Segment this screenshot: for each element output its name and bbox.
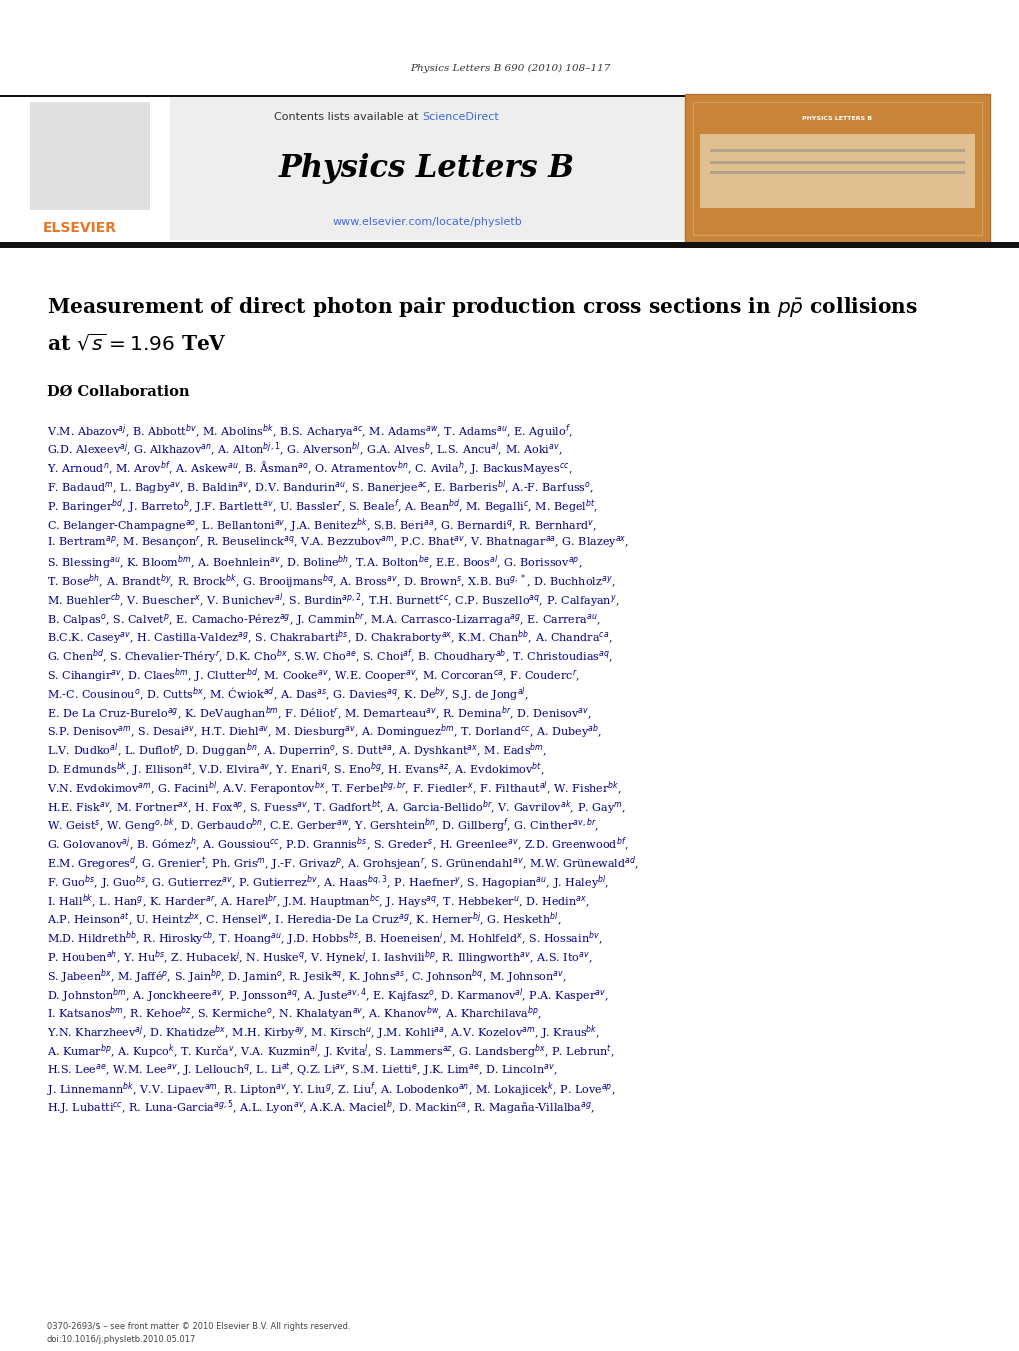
Text: P. Baringer$^{bd}$, J. Barreto$^{b}$, J.F. Bartlett$^{av}$, U. Bassler$^{r}$, S.: P. Baringer$^{bd}$, J. Barreto$^{b}$, J.…: [47, 497, 598, 516]
Text: Y. Arnoud$^{n}$, M. Arov$^{bf}$, A. Askew$^{au}$, B. Åsman$^{ao}$, O. Atramentov: Y. Arnoud$^{n}$, M. Arov$^{bf}$, A. Aske…: [47, 459, 572, 477]
Text: M.-C. Cousinou$^{o}$, D. Cutts$^{bx}$, M. Ćwiok$^{ad}$, A. Das$^{as}$, G. Davies: M.-C. Cousinou$^{o}$, D. Cutts$^{bx}$, M…: [47, 685, 528, 703]
Text: H.J. Lubatti$^{cc}$, R. Luna-Garcia$^{ag,5}$, A.L. Lyon$^{av}$, A.K.A. Maciel$^{: H.J. Lubatti$^{cc}$, R. Luna-Garcia$^{ag…: [47, 1098, 594, 1117]
Text: www.elsevier.com/locate/physletb: www.elsevier.com/locate/physletb: [332, 218, 522, 227]
Text: A. Kumar$^{bp}$, A. Kupco$^{k}$, T. Kurča$^{v}$, V.A. Kuzmin$^{al}$, J. Kvita$^{: A. Kumar$^{bp}$, A. Kupco$^{k}$, T. Kurč…: [47, 1043, 613, 1061]
Text: S. Blessing$^{au}$, K. Bloom$^{bm}$, A. Boehnlein$^{av}$, D. Boline$^{bh}$, T.A.: S. Blessing$^{au}$, K. Bloom$^{bm}$, A. …: [47, 554, 582, 573]
Text: Measurement of direct photon pair production cross sections in $p\bar{p}$ collis: Measurement of direct photon pair produc…: [47, 295, 917, 319]
Bar: [709, 161, 964, 163]
Text: F. Guo$^{bs}$, J. Guo$^{bs}$, G. Gutierrez$^{av}$, P. Gutierrez$^{bv}$, A. Haas$: F. Guo$^{bs}$, J. Guo$^{bs}$, G. Gutierr…: [47, 873, 608, 892]
Text: Y.N. Kharzheev$^{aj}$, D. Khatidze$^{bx}$, M.H. Kirby$^{ay}$, M. Kirsch$^{u}$, J: Y.N. Kharzheev$^{aj}$, D. Khatidze$^{bx}…: [47, 1024, 599, 1042]
Bar: [709, 172, 964, 174]
Text: D. Johnston$^{bm}$, A. Jonckheere$^{av}$, P. Jonsson$^{aq}$, A. Juste$^{av,4}$, : D. Johnston$^{bm}$, A. Jonckheere$^{av}$…: [47, 986, 608, 1005]
Text: Physics Letters B 690 (2010) 108–117: Physics Letters B 690 (2010) 108–117: [410, 63, 609, 73]
Bar: [170, 97, 685, 240]
Text: S. Cihangir$^{av}$, D. Claes$^{bm}$, J. Clutter$^{bd}$, M. Cooke$^{av}$, W.E. Co: S. Cihangir$^{av}$, D. Claes$^{bm}$, J. …: [47, 666, 580, 685]
Text: I. Hall$^{bk}$, L. Han$^{g}$, K. Harder$^{ar}$, A. Harel$^{br}$, J.M. Hauptman$^: I. Hall$^{bk}$, L. Han$^{g}$, K. Harder$…: [47, 892, 589, 911]
Bar: [30, 101, 150, 209]
Text: DØ Collaboration: DØ Collaboration: [47, 385, 190, 399]
Text: S.P. Denisov$^{am}$, S. Desai$^{av}$, H.T. Diehl$^{av}$, M. Diesburg$^{av}$, A. : S.P. Denisov$^{am}$, S. Desai$^{av}$, H.…: [47, 723, 601, 742]
Bar: [699, 134, 974, 208]
Bar: [0, 242, 1019, 249]
Text: L.V. Dudko$^{al}$, L. Duflot$^{p}$, D. Duggan$^{bn}$, A. Duperrin$^{o}$, S. Dutt: L.V. Dudko$^{al}$, L. Duflot$^{p}$, D. D…: [47, 742, 546, 761]
Text: V.M. Abazov$^{aj}$, B. Abbott$^{bv}$, M. Abolins$^{bk}$, B.S. Acharya$^{ac}$, M.: V.M. Abazov$^{aj}$, B. Abbott$^{bv}$, M.…: [47, 422, 572, 440]
Bar: [709, 149, 964, 153]
Text: 0370-2693/$ – see front matter © 2010 Elsevier B.V. All rights reserved.: 0370-2693/$ – see front matter © 2010 El…: [47, 1323, 351, 1331]
Text: V.N. Evdokimov$^{am}$, G. Facini$^{bl}$, A.V. Ferapontov$^{bx}$, T. Ferbel$^{bg,: V.N. Evdokimov$^{am}$, G. Facini$^{bl}$,…: [47, 780, 622, 798]
Bar: [685, 95, 989, 243]
Text: M. Buehler$^{cb}$, V. Buescher$^{x}$, V. Bunichev$^{al}$, S. Burdin$^{ap,2}$, T.: M. Buehler$^{cb}$, V. Buescher$^{x}$, V.…: [47, 592, 619, 609]
Text: E.M. Gregores$^{d}$, G. Grenier$^{t}$, Ph. Gris$^{m}$, J.-F. Grivaz$^{p}$, A. Gr: E.M. Gregores$^{d}$, G. Grenier$^{t}$, P…: [47, 854, 638, 873]
Text: C. Belanger-Champagne$^{ao}$, L. Bellantoni$^{av}$, J.A. Benitez$^{bk}$, S.B. Be: C. Belanger-Champagne$^{ao}$, L. Bellant…: [47, 516, 596, 535]
Text: M.D. Hildreth$^{bb}$, R. Hirosky$^{cb}$, T. Hoang$^{au}$, J.D. Hobbs$^{bs}$, B. : M.D. Hildreth$^{bb}$, R. Hirosky$^{cb}$,…: [47, 929, 602, 948]
Text: F. Badaud$^{m}$, L. Bagby$^{av}$, B. Baldin$^{av}$, D.V. Bandurin$^{au}$, S. Ban: F. Badaud$^{m}$, L. Bagby$^{av}$, B. Bal…: [47, 478, 593, 497]
Text: B. Calpas$^{o}$, S. Calvet$^{p}$, E. Camacho-Pérez$^{ag}$, J. Cammin$^{br}$, M.A: B. Calpas$^{o}$, S. Calvet$^{p}$, E. Cam…: [47, 611, 600, 628]
Text: Physics Letters B: Physics Letters B: [279, 153, 575, 184]
Text: P. Houben$^{ah}$, Y. Hu$^{bs}$, Z. Hubacek$^{j}$, N. Huske$^{q}$, V. Hynek$^{j}$: P. Houben$^{ah}$, Y. Hu$^{bs}$, Z. Hubac…: [47, 948, 592, 967]
Text: G. Chen$^{bd}$, S. Chevalier-Théry$^{r}$, D.K. Cho$^{bx}$, S.W. Cho$^{ae}$, S. C: G. Chen$^{bd}$, S. Chevalier-Théry$^{r}$…: [47, 647, 612, 666]
Text: A.P. Heinson$^{at}$, U. Heintz$^{bx}$, C. Hensel$^{w}$, I. Heredia-De La Cruz$^{: A.P. Heinson$^{at}$, U. Heintz$^{bx}$, C…: [47, 911, 560, 929]
Text: E. De La Cruz-Burelo$^{ag}$, K. DeVaughan$^{bm}$, F. Déliot$^{r}$, M. Demarteau$: E. De La Cruz-Burelo$^{ag}$, K. DeVaugha…: [47, 704, 591, 723]
Text: B.C.K. Casey$^{av}$, H. Castilla-Valdez$^{ag}$, S. Chakrabarti$^{bs}$, D. Chakra: B.C.K. Casey$^{av}$, H. Castilla-Valdez$…: [47, 628, 612, 647]
Text: J. Linnemann$^{bk}$, V.V. Lipaev$^{am}$, R. Lipton$^{av}$, Y. Liu$^{g}$, Z. Liu$: J. Linnemann$^{bk}$, V.V. Lipaev$^{am}$,…: [47, 1079, 614, 1098]
Bar: [692, 101, 981, 235]
Text: T. Bose$^{bh}$, A. Brandt$^{by}$, R. Brock$^{bk}$, G. Brooijmans$^{bq}$, A. Bros: T. Bose$^{bh}$, A. Brandt$^{by}$, R. Bro…: [47, 573, 614, 590]
Text: G.D. Alexeev$^{aj}$, G. Alkhazov$^{an}$, A. Alton$^{bj,1}$, G. Alverson$^{bl}$, : G.D. Alexeev$^{aj}$, G. Alkhazov$^{an}$,…: [47, 440, 562, 459]
Text: D. Edmunds$^{bk}$, J. Ellison$^{at}$, V.D. Elvira$^{av}$, Y. Enari$^{q}$, S. Eno: D. Edmunds$^{bk}$, J. Ellison$^{at}$, V.…: [47, 761, 544, 780]
Text: G. Golovanov$^{aj}$, B. Gómez$^{h}$, A. Goussiou$^{cc}$, P.D. Grannis$^{bs}$, S.: G. Golovanov$^{aj}$, B. Gómez$^{h}$, A. …: [47, 836, 628, 854]
Text: ELSEVIER: ELSEVIER: [43, 222, 117, 235]
Bar: [0, 95, 685, 100]
Text: doi:10.1016/j.physletb.2010.05.017: doi:10.1016/j.physletb.2010.05.017: [47, 1335, 197, 1344]
Text: S. Jabeen$^{bx}$, M. Jaffé$^{p}$, S. Jain$^{bp}$, D. Jamin$^{o}$, R. Jesik$^{aq}: S. Jabeen$^{bx}$, M. Jaffé$^{p}$, S. Jai…: [47, 967, 567, 986]
Text: I. Katsanos$^{bm}$, R. Kehoe$^{bz}$, S. Kermiche$^{o}$, N. Khalatyan$^{av}$, A. : I. Katsanos$^{bm}$, R. Kehoe$^{bz}$, S. …: [47, 1005, 542, 1024]
Text: H.S. Lee$^{ae}$, W.M. Lee$^{av}$, J. Lellouch$^{q}$, L. Li$^{at}$, Q.Z. Li$^{av}: H.S. Lee$^{ae}$, W.M. Lee$^{av}$, J. Lel…: [47, 1061, 556, 1079]
Text: I. Bertram$^{ap}$, M. Besançon$^{r}$, R. Beuselinck$^{aq}$, V.A. Bezzubov$^{am}$: I. Bertram$^{ap}$, M. Besançon$^{r}$, R.…: [47, 535, 629, 550]
Bar: [0, 97, 170, 240]
Text: W. Geist$^{s}$, W. Geng$^{o,bk}$, D. Gerbaudo$^{bn}$, C.E. Gerber$^{aw}$, Y. Ger: W. Geist$^{s}$, W. Geng$^{o,bk}$, D. Ger…: [47, 817, 598, 835]
Text: ScienceDirect: ScienceDirect: [422, 112, 498, 122]
Text: at $\sqrt{s} = 1.96$ TeV: at $\sqrt{s} = 1.96$ TeV: [47, 332, 226, 354]
Text: PHYSICS LETTERS B: PHYSICS LETTERS B: [802, 116, 871, 122]
Text: Contents lists available at: Contents lists available at: [274, 112, 422, 122]
Text: H.E. Fisk$^{av}$, M. Fortner$^{ax}$, H. Fox$^{ap}$, S. Fuess$^{av}$, T. Gadfort$: H.E. Fisk$^{av}$, M. Fortner$^{ax}$, H. …: [47, 798, 625, 816]
